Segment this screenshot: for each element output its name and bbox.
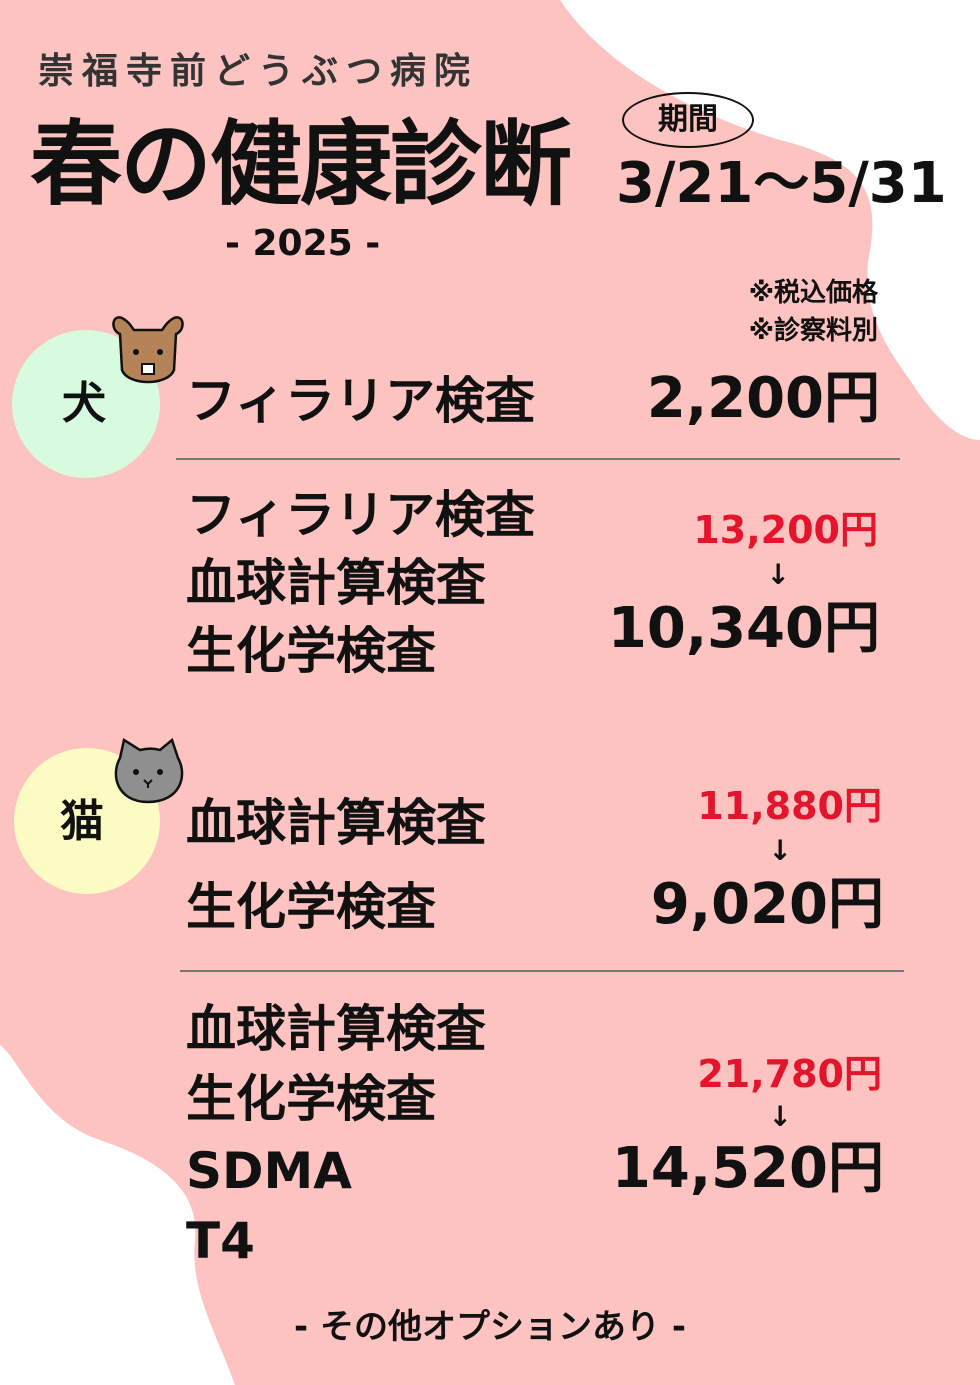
cat-plan-2-item: SDMA xyxy=(186,1142,352,1200)
page-title: 春の健康診断 xyxy=(30,111,572,218)
arrow-down-icon: ↓ xyxy=(768,834,792,867)
cat-plan-1-original-price: 11,880円 xyxy=(697,784,882,828)
divider xyxy=(180,970,904,972)
cat-plan-2-original-price: 21,780円 xyxy=(697,1052,882,1096)
period-badge: 期間 xyxy=(622,92,754,148)
cat-plan-2-item: 生化学検査 xyxy=(186,1070,436,1128)
arrow-down-icon: ↓ xyxy=(766,558,790,591)
cat-plan-1-price: 9,020円 xyxy=(650,872,884,937)
period-dates: 3/21〜5/31 xyxy=(616,151,947,216)
dog-label: 犬 xyxy=(62,378,106,429)
dog-plan-2-original-price: 13,200円 xyxy=(693,508,878,552)
dog-plan-2-item: 生化学検査 xyxy=(186,622,436,680)
divider xyxy=(176,458,900,460)
dog-plan-1-price: 2,200円 xyxy=(646,366,880,431)
footer-note: - その他オプションあり - xyxy=(294,1307,686,1347)
dog-plan-2-price: 10,340円 xyxy=(607,596,880,661)
clinic-name: 崇福寺前どうぶつ病院 xyxy=(38,51,479,92)
dog-plan-2-item: 血球計算検査 xyxy=(186,554,486,612)
arrow-down-icon: ↓ xyxy=(768,1100,792,1133)
cat-plan-1-item: 生化学検査 xyxy=(186,878,436,936)
dog-plan-1-item: フィラリア検査 xyxy=(186,372,535,430)
cat-label: 猫 xyxy=(60,796,104,847)
dog-plan-2-item: フィラリア検査 xyxy=(186,486,535,544)
year-label: - 2025 - xyxy=(225,223,381,264)
cat-plan-2-price: 14,520円 xyxy=(611,1136,884,1201)
dog-face-icon xyxy=(112,316,184,384)
fee-note: ※診察料別 xyxy=(748,316,878,346)
cat-plan-1-item: 血球計算検査 xyxy=(186,794,486,852)
cat-plan-2-item: T4 xyxy=(186,1212,255,1270)
cat-face-icon xyxy=(114,737,184,804)
tax-note: ※税込価格 xyxy=(748,278,878,308)
cat-plan-2-item: 血球計算検査 xyxy=(186,1000,486,1058)
